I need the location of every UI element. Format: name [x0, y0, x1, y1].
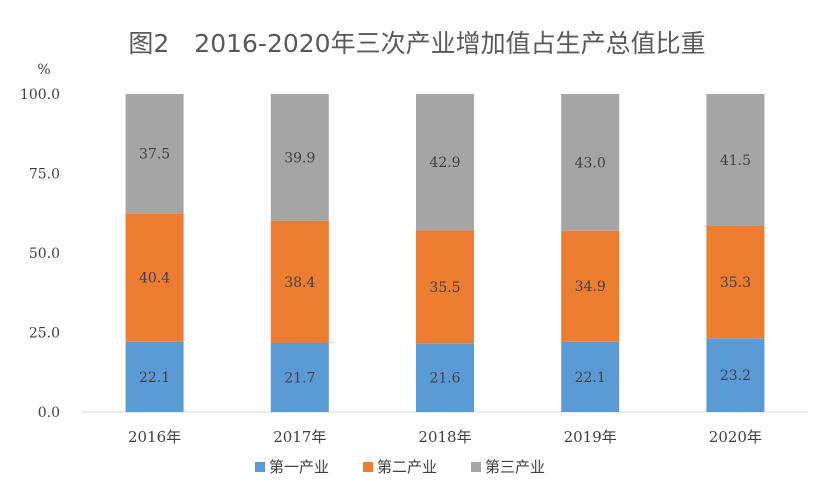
bar-segment: [561, 230, 620, 342]
data-label: 43.0: [575, 155, 606, 171]
x-tick-label: 2019年: [564, 428, 617, 446]
bar-segment: [561, 94, 620, 231]
data-label: 35.3: [720, 275, 751, 291]
data-label: 22.1: [575, 370, 606, 386]
data-label: 39.9: [284, 150, 315, 166]
data-label: 42.9: [429, 155, 460, 171]
legend-label: 第二产业: [377, 458, 437, 476]
legend-swatch: [363, 462, 373, 472]
data-label: 23.2: [720, 368, 751, 384]
legend-swatch: [255, 462, 265, 472]
x-tick-label: 2020年: [709, 428, 762, 446]
y-tick-label: 75.0: [29, 167, 60, 183]
data-label: 41.5: [720, 153, 751, 169]
data-label: 34.9: [575, 279, 606, 295]
bar-segment: [706, 338, 765, 412]
legend-swatch: [471, 462, 481, 472]
bar-segment: [416, 94, 474, 231]
bar-segment: [125, 341, 184, 412]
chart-title: 图2 2016-2020年三次产业增加值占生产总值比重: [128, 29, 705, 58]
bar-segment: [706, 94, 765, 226]
y-tick-label: 100.0: [20, 87, 60, 103]
y-tick-label: 0.0: [38, 405, 60, 421]
data-label: 38.4: [284, 275, 315, 291]
legend-label: 第一产业: [269, 458, 329, 476]
data-label: 21.7: [284, 370, 315, 386]
bar-segment: [270, 94, 329, 221]
bar-segment: [416, 343, 474, 412]
x-tick-label: 2018年: [418, 428, 471, 446]
bar-segment: [270, 220, 329, 343]
bars: 22.1 40.4 37.5 21.7 38.4 39.9 21.6 35.5 42.9 22.1…: [125, 94, 765, 412]
bar-segment: [270, 342, 329, 412]
bar-segment: [125, 94, 184, 214]
y-tick-label: 25.0: [29, 326, 60, 342]
data-label: 35.5: [429, 280, 460, 296]
data-label: 37.5: [139, 147, 170, 163]
bar-segment: [416, 230, 474, 344]
bar-segment: [125, 213, 184, 342]
y-axis-unit-label: %: [37, 62, 50, 78]
y-axis-ticks: 0.0 25.0 50.0 75.0 100.0: [20, 87, 60, 421]
data-label: 40.4: [139, 270, 170, 286]
x-axis-ticks: 2016年 2017年 2018年 2019年 2020年: [128, 428, 762, 446]
x-tick-label: 2016年: [128, 428, 181, 446]
legend-label: 第三产业: [485, 458, 545, 476]
bar-segment: [706, 225, 765, 339]
bar-segment: [561, 341, 620, 412]
legend: 第一产业 第二产业 第三产业: [255, 458, 545, 476]
y-tick-label: 50.0: [29, 246, 60, 262]
data-label: 22.1: [139, 370, 170, 386]
x-tick-label: 2017年: [273, 428, 326, 446]
data-label: 21.6: [429, 371, 460, 387]
